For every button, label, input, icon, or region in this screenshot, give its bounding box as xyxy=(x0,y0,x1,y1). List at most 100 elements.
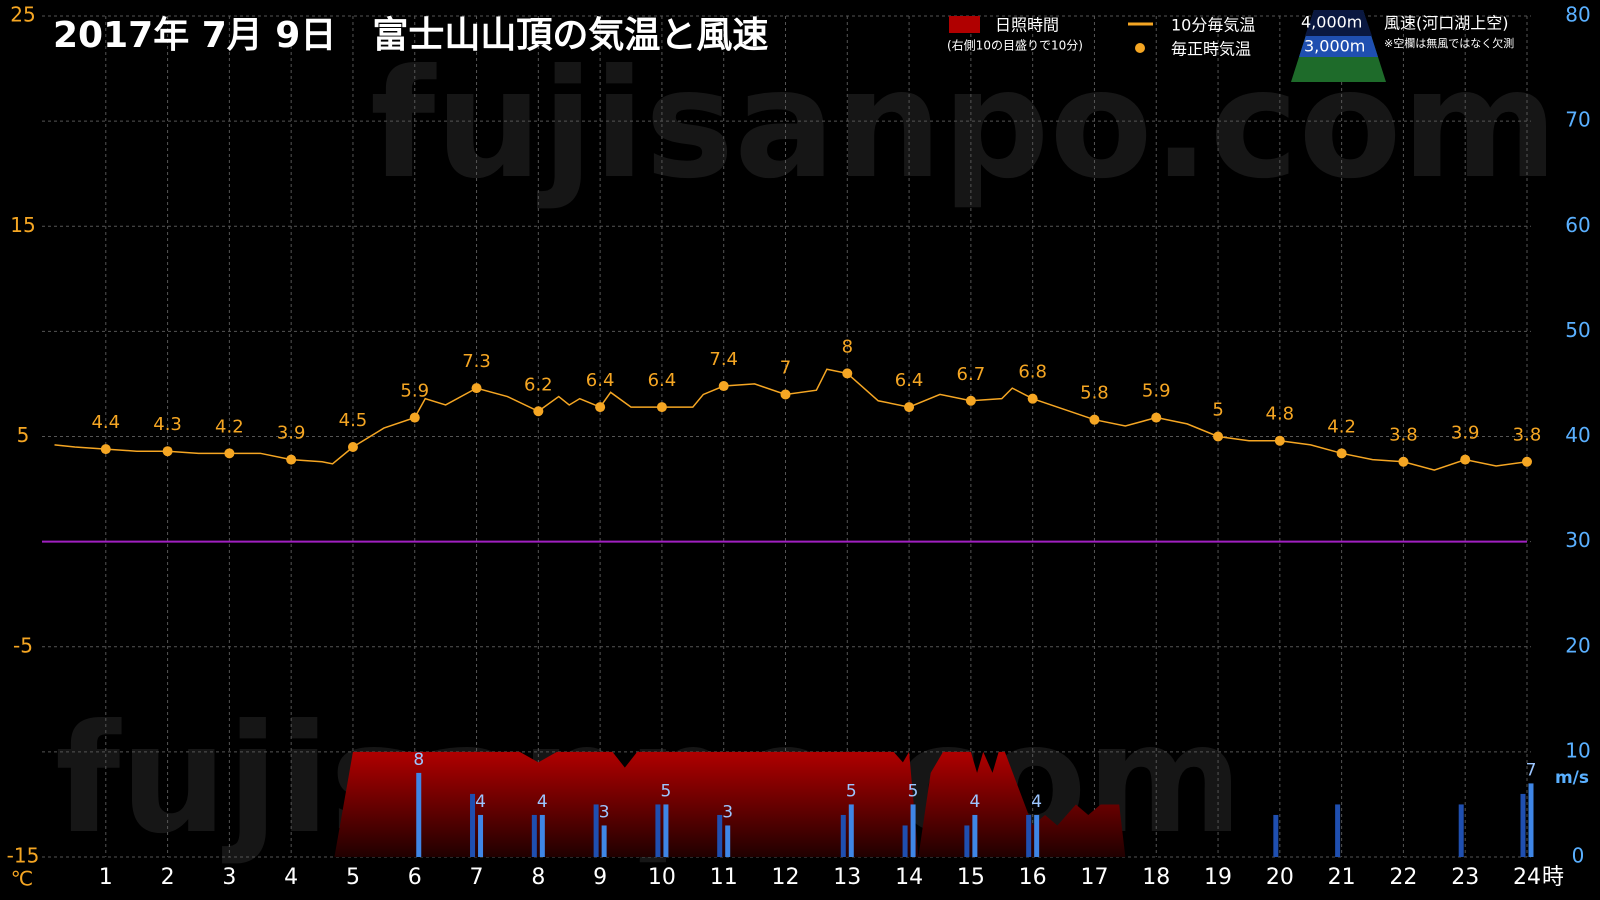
data-label: 4 xyxy=(1031,792,1042,812)
y-tick-label: 15 xyxy=(10,213,35,237)
data-label: 5 xyxy=(661,781,672,801)
data-label: 5 xyxy=(846,781,857,801)
temperature-point xyxy=(162,446,173,457)
wind-bar xyxy=(902,825,908,857)
wind-bar xyxy=(1528,783,1534,857)
temperature-point xyxy=(718,381,729,392)
legend-label: 日照時間 xyxy=(995,16,1059,35)
x-tick-label: 18 xyxy=(1142,865,1170,890)
x-tick-label: 17 xyxy=(1080,865,1108,890)
data-label: 3.9 xyxy=(1451,423,1480,444)
data-label: 5.8 xyxy=(1080,383,1109,404)
temperature-point xyxy=(595,402,606,413)
data-label: 3.8 xyxy=(1513,425,1542,446)
y2-tick-label: 70 xyxy=(1565,108,1590,132)
x-tick-label: 21 xyxy=(1328,865,1356,890)
legend-swatch xyxy=(1135,43,1145,53)
data-label: 3.8 xyxy=(1389,425,1418,446)
data-label: 8 xyxy=(842,336,853,357)
data-label: 8 xyxy=(413,750,424,770)
x-tick-label: 13 xyxy=(833,865,861,890)
data-label: 3.9 xyxy=(277,423,306,444)
wind-bar xyxy=(593,804,599,857)
wind-bar xyxy=(848,804,854,857)
y2-tick-label: 60 xyxy=(1565,213,1590,237)
x-tick-label: 20 xyxy=(1266,865,1294,890)
legend-swatch xyxy=(949,16,980,33)
legend: 2017年 7月 9日 富士山山頂の気温と風速 日照時間 (右側10の目盛りで1… xyxy=(53,10,1514,82)
x-tick-label: 10 xyxy=(648,865,676,890)
y-tick-label: 5 xyxy=(17,423,30,447)
x-tick-label: 12 xyxy=(772,865,800,890)
temperature-point xyxy=(533,406,544,417)
x-tick-label: 23 xyxy=(1451,865,1479,890)
y-unit: ℃ xyxy=(11,867,33,891)
wind-bar xyxy=(1034,814,1040,857)
wind-bar xyxy=(416,772,422,857)
data-label: 7 xyxy=(780,357,791,378)
x-unit: 時 xyxy=(1542,865,1564,890)
data-label: 5 xyxy=(1212,400,1223,421)
x-tick-label: 11 xyxy=(710,865,738,890)
x-tick-label: 16 xyxy=(1019,865,1047,890)
y2-tick-label: 80 xyxy=(1565,3,1590,27)
temperature-line xyxy=(54,368,1528,471)
x-tick-label: 15 xyxy=(957,865,985,890)
legend-note: (右側10の目盛りで10分) xyxy=(947,38,1083,53)
data-label: 5 xyxy=(908,781,919,801)
temperature-point xyxy=(1336,448,1347,459)
legend-label: 10分毎気温 xyxy=(1171,16,1255,35)
y-tick-label: 25 xyxy=(10,3,35,27)
legend-label: 毎正時気温 xyxy=(1171,40,1251,59)
y2-tick-label: 0 xyxy=(1572,844,1585,868)
data-label: 4 xyxy=(537,792,548,812)
mountain-icon xyxy=(1305,10,1372,36)
legend-note: ※空欄は無風ではなく欠測 xyxy=(1384,36,1514,50)
wind-bar xyxy=(1335,804,1341,857)
background-layer: fujisanpo.com fujisanpo.com xyxy=(55,38,1558,867)
data-label: 5.9 xyxy=(400,381,429,402)
wind-bar xyxy=(655,804,661,857)
data-label: 6.2 xyxy=(524,374,553,395)
temperature-point xyxy=(904,402,915,413)
x-tick-label: 9 xyxy=(593,865,607,890)
y2-tick-label: 40 xyxy=(1565,423,1590,447)
y2-tick-label: 50 xyxy=(1565,318,1590,342)
legend-note: 風速(河口湖上空) xyxy=(1384,14,1509,33)
data-label: 4.5 xyxy=(339,410,368,431)
data-label: 7.3 xyxy=(462,351,491,372)
temperature-point xyxy=(471,383,482,394)
temperature-point xyxy=(780,389,791,400)
wind-bar xyxy=(717,814,723,857)
x-tick-label: 24 xyxy=(1513,865,1541,890)
temperature-point xyxy=(347,442,358,453)
y-tick-label: -15 xyxy=(7,844,40,868)
data-label: 4.2 xyxy=(215,416,244,437)
temperature-point xyxy=(1027,393,1038,404)
data-label: 4.3 xyxy=(153,414,182,435)
temperature-point xyxy=(842,368,853,379)
data-label: 7.4 xyxy=(709,349,738,370)
temperature-point xyxy=(1089,414,1100,425)
temperature-point xyxy=(1151,412,1162,423)
temperature-point xyxy=(100,444,111,455)
data-label: 6.8 xyxy=(1018,362,1047,383)
x-tick-label: 5 xyxy=(346,865,360,890)
temperature-point xyxy=(1522,456,1532,467)
x-tick-label: 8 xyxy=(531,865,545,890)
wind-bar xyxy=(478,814,484,857)
chart-title: 2017年 7月 9日 富士山山頂の気温と風速 xyxy=(53,14,768,56)
data-label: 6.7 xyxy=(957,364,986,385)
legend-label: 3,000m xyxy=(1304,37,1365,56)
x-tick-label: 19 xyxy=(1204,865,1232,890)
wind-bar xyxy=(1026,814,1032,857)
wind-bar xyxy=(663,804,669,857)
data-label: 4 xyxy=(969,792,980,812)
wind-bar xyxy=(531,814,537,857)
wind-bar xyxy=(964,825,970,857)
wind-bar xyxy=(1520,793,1526,857)
data-label: 4 xyxy=(475,792,486,812)
x-tick-label: 4 xyxy=(284,865,298,890)
temperature-point xyxy=(1213,431,1224,442)
